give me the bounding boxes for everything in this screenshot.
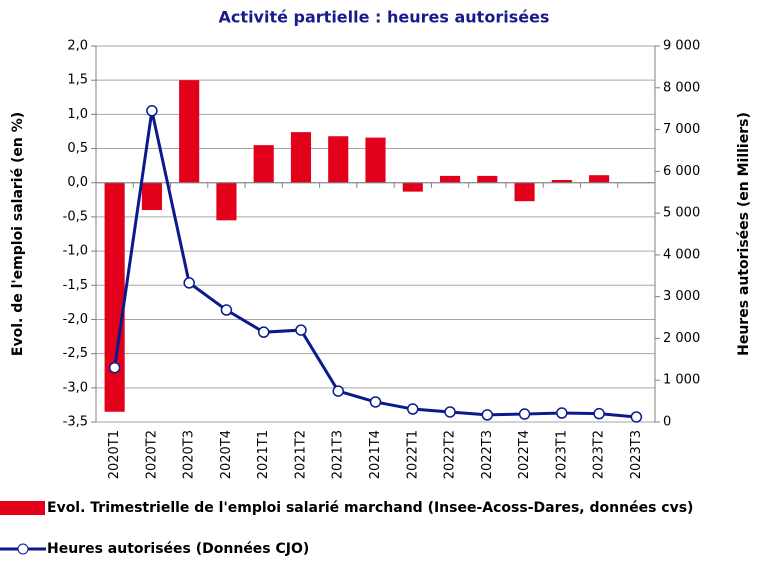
x-tick-label: 2023T1: [554, 430, 569, 479]
y-tick-label: 1,5: [67, 73, 88, 88]
bar: [439, 175, 461, 183]
y2-tick-label: 9 000: [663, 39, 700, 54]
x-tick-label: 2023T2: [592, 430, 607, 479]
bar: [141, 182, 162, 211]
x-tick-label: 2022T1: [405, 430, 420, 479]
x-tick-label: 2020T4: [219, 430, 234, 479]
y-tick-label: 1,0: [67, 107, 88, 122]
x-tick-label: 2022T4: [517, 430, 532, 479]
marker: [481, 409, 494, 421]
x-tick-label: 2021T4: [368, 430, 383, 479]
marker: [518, 408, 531, 420]
legend-swatch: [0, 501, 45, 515]
bar: [104, 182, 125, 412]
marker: [556, 407, 568, 419]
marker: [407, 403, 419, 415]
y2-axis-title: Heures autorisées (en Milliers): [736, 112, 752, 356]
bar: [551, 179, 572, 183]
y-tick-label: -3,5: [63, 415, 88, 430]
chart-title: Activité partielle : heures autorisées: [219, 8, 550, 27]
y-tick-label: -2,0: [63, 312, 88, 327]
y-tick-label: 0,5: [67, 141, 88, 156]
chart: Activité partielle : heures autorisées E…: [10, 8, 752, 480]
marker: [332, 385, 344, 397]
y2-tick-label: 0: [663, 415, 671, 430]
bar: [589, 175, 610, 183]
marker: [369, 396, 382, 408]
marker: [183, 277, 195, 289]
marker: [146, 105, 158, 117]
x-tick-label: 2020T3: [182, 430, 197, 479]
marker: [593, 407, 605, 420]
y2-tick-label: 7 000: [663, 122, 700, 137]
y2-tick-label: 6 000: [663, 164, 700, 179]
bar: [253, 145, 274, 183]
y-tick-label: -0,5: [63, 209, 88, 224]
legend-label: Evol. Trimestrielle de l'emploi salarié …: [47, 500, 694, 516]
x-tick-label: 2021T1: [256, 430, 271, 479]
marker: [108, 361, 121, 374]
marker: [630, 411, 643, 423]
x-tick-label: 2022T2: [443, 430, 458, 479]
bar: [365, 137, 386, 183]
y-tick-label: -2,5: [63, 346, 88, 361]
bar: [290, 132, 312, 183]
bar: [402, 182, 423, 192]
y2-tick-label: 8 000: [663, 80, 700, 95]
bar: [328, 136, 349, 183]
x-tick-label: 2020T1: [107, 430, 122, 479]
y2-tick-label: 3 000: [663, 289, 700, 304]
y-tick-label: -1,5: [63, 278, 88, 293]
bar: [477, 175, 498, 183]
legend-label: Heures autorisées (Données CJO): [47, 541, 310, 557]
y-axis-title: Evol. de l'emploi salarié (en %): [10, 112, 26, 356]
y-tick-label: -1,0: [63, 244, 88, 259]
bar: [216, 182, 237, 221]
bar: [179, 80, 200, 183]
x-tick-label: 2021T3: [331, 430, 346, 479]
y2-tick-label: 2 000: [663, 331, 700, 346]
marker: [220, 304, 233, 316]
y2-tick-label: 5 000: [663, 206, 700, 221]
y-tick-label: 0,0: [67, 175, 88, 190]
x-tick-label: 2023T3: [629, 430, 644, 479]
marker: [295, 324, 307, 336]
y2-tick-label: 4 000: [663, 247, 700, 262]
x-tick-label: 2021T2: [293, 430, 308, 479]
legend-swatch: [0, 543, 46, 555]
y-tick-label: 2,0: [67, 39, 88, 54]
bar: [514, 182, 535, 202]
x-tick-label: 2020T2: [144, 430, 159, 479]
y-tick-label: -3,0: [63, 380, 88, 395]
marker: [444, 406, 456, 418]
y2-tick-label: 1 000: [663, 373, 700, 388]
marker: [257, 326, 270, 338]
x-tick-label: 2022T3: [480, 430, 495, 479]
